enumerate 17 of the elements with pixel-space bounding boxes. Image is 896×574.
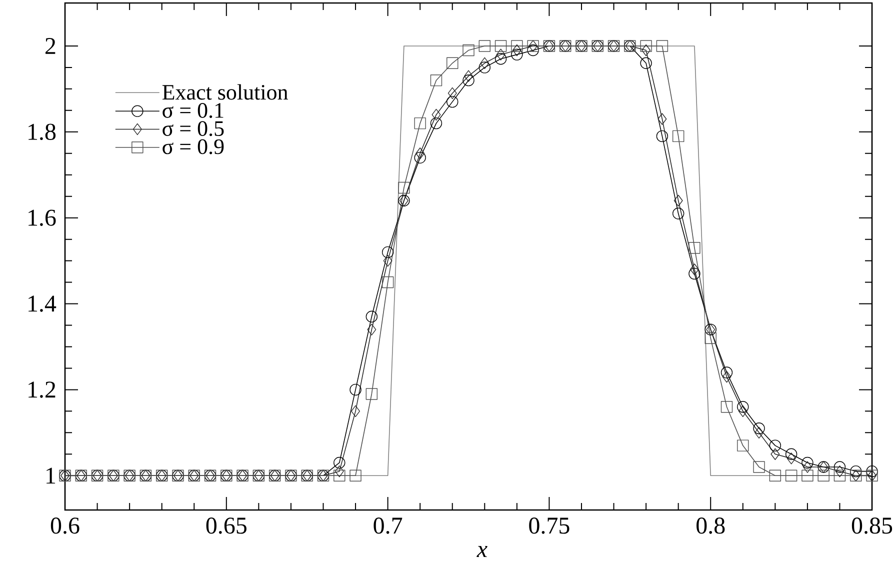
x-tick-label: 0.8: [696, 518, 725, 534]
x-tick-label: 0.65: [206, 518, 246, 534]
y-tick-label: 1: [46, 468, 56, 484]
legend-label: Exact solution: [162, 84, 288, 100]
y-tick-label: 2: [46, 38, 56, 54]
y-tick-label: 1.4: [28, 296, 56, 312]
y-tick-label: 1.8: [28, 124, 56, 140]
legend-label: σ = 0.1: [162, 103, 224, 118]
y-tick-label: 1.2: [28, 382, 56, 398]
x-axis-title: x: [476, 546, 488, 557]
x-tick-label: 0.85: [852, 518, 892, 534]
x-tick-label: 0.75: [529, 518, 570, 534]
legend-label: σ = 0.9: [162, 139, 224, 154]
y-tick-label: 1.6: [28, 210, 56, 226]
x-tick-label: 0.7: [374, 518, 402, 534]
x-tick-label: 0.6: [50, 518, 80, 534]
legend-label: σ = 0.5: [162, 121, 224, 136]
